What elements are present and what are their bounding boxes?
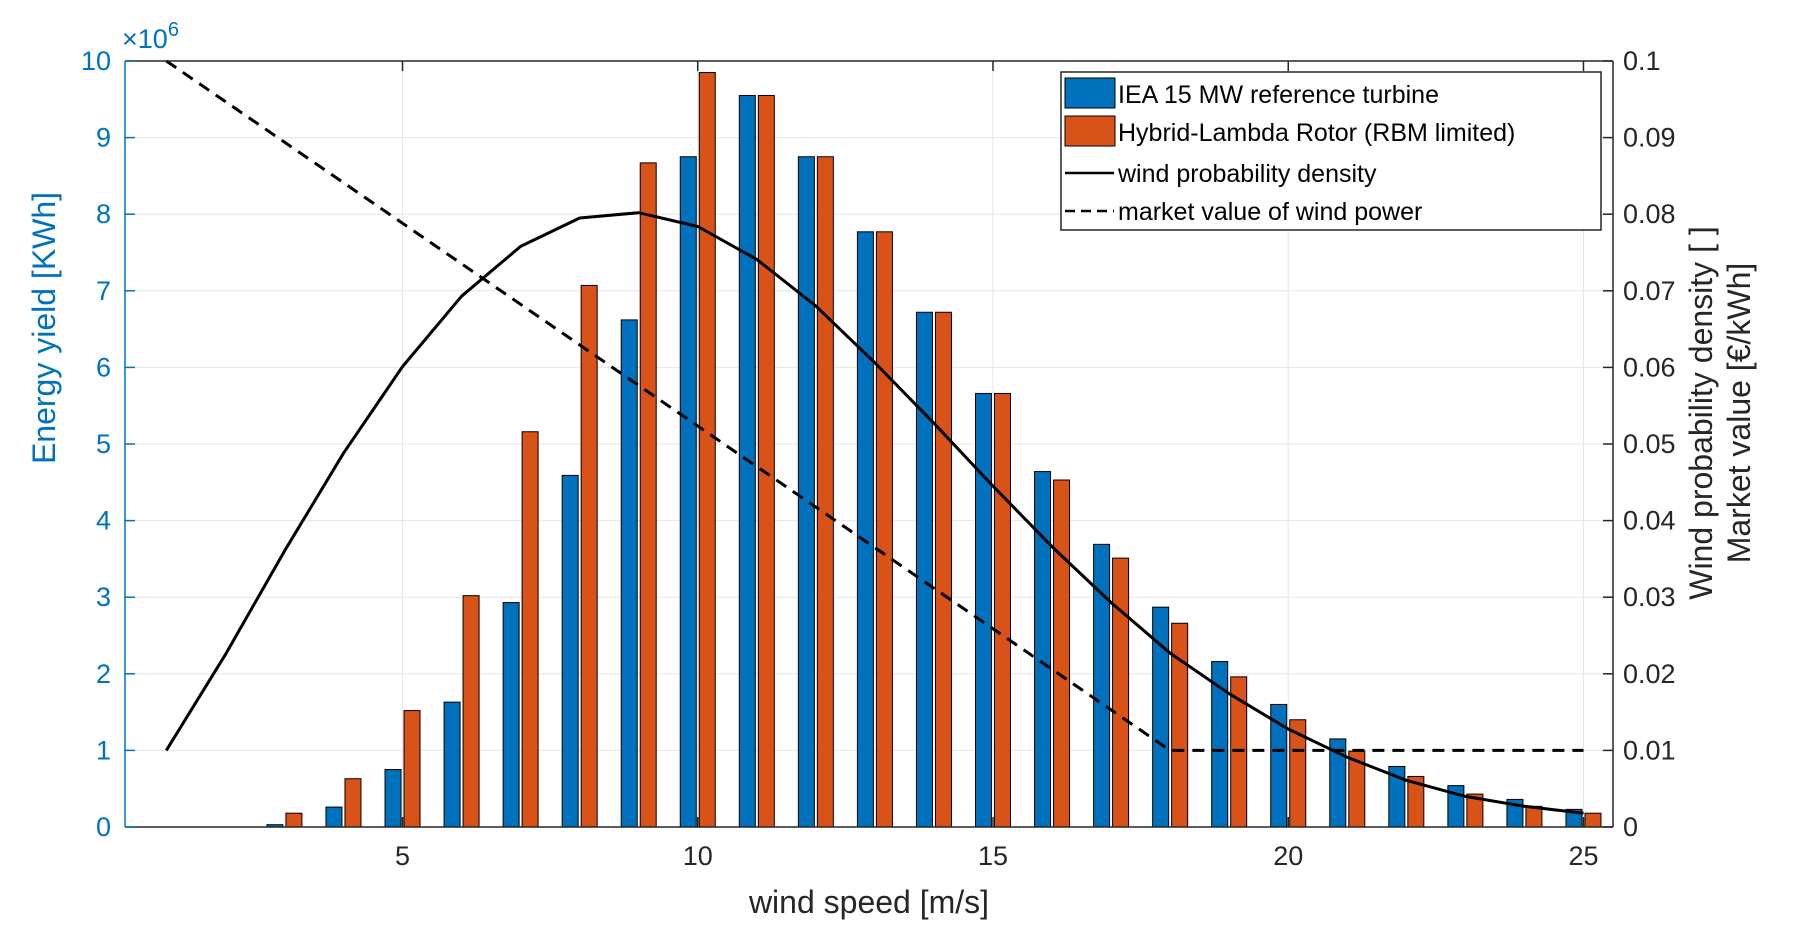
bar-hybrid <box>698 71 716 828</box>
y-tick-label-right: 0.02 <box>1623 659 1676 689</box>
y-tick-label-left: 2 <box>96 659 111 689</box>
y-tick-label-right: 0.04 <box>1623 506 1676 536</box>
y-tick-label-right: 0.09 <box>1623 123 1676 153</box>
bar-iea <box>443 701 461 828</box>
y-tick-label-right: 0 <box>1623 812 1638 842</box>
bars <box>266 71 1602 828</box>
y-exponent-base: 10 <box>138 24 168 54</box>
y-tick-label-left: 8 <box>96 199 111 229</box>
y-tick-label-right: 0.06 <box>1623 352 1676 382</box>
legend-label-market: market value of wind power <box>1118 198 1422 226</box>
bar-hybrid <box>875 231 893 828</box>
x-tick-label: 5 <box>395 841 410 871</box>
y-exponent-prefix: × <box>122 24 138 54</box>
bar-iea <box>915 311 933 828</box>
y-axis-title-right-2: Market value [€/kWh] <box>1721 263 1757 564</box>
bar-iea <box>325 806 343 828</box>
bar-hybrid <box>1584 812 1602 828</box>
x-tick-label: 25 <box>1568 841 1598 871</box>
y-tick-label-left: 10 <box>81 46 111 76</box>
y-tick-label-left: 6 <box>96 352 111 382</box>
y-exponent-label: ×106 <box>122 19 179 54</box>
y-tick-label-right: 0.08 <box>1623 199 1676 229</box>
y-tick-label-left: 1 <box>96 735 111 765</box>
y-tick-label-right: 0.01 <box>1623 735 1676 765</box>
legend-label-density: wind probability density <box>1117 160 1377 188</box>
y-exponent-power: 6 <box>168 19 179 41</box>
legend: IEA 15 MW reference turbine Hybrid-Lambd… <box>1060 71 1602 231</box>
bar-hybrid <box>994 392 1011 828</box>
ticks: 0 1 2 3 4 5 6 7 8 9 10 0 0.01 0.02 0.03 0.04 0.05 0.06 0.0… <box>81 46 1676 871</box>
bar-iea <box>620 319 638 828</box>
x-tick-label: 10 <box>683 841 713 871</box>
y-tick-label-right: 0.05 <box>1623 429 1676 459</box>
x-tick-label: 20 <box>1273 841 1303 871</box>
bar-hybrid <box>344 778 362 828</box>
bar-iea <box>561 474 579 828</box>
bar-hybrid <box>639 162 657 828</box>
y-tick-label-right: 0.1 <box>1623 46 1661 76</box>
y-tick-label-left: 4 <box>96 506 111 536</box>
legend-box <box>1060 71 1602 231</box>
y-axis-title-left: Energy yield [KWh] <box>26 192 62 464</box>
legend-swatch-iea <box>1064 77 1116 109</box>
bar-hybrid <box>462 595 480 828</box>
y-tick-label-left: 9 <box>96 123 111 153</box>
bar-iea <box>1034 471 1052 828</box>
bar-hybrid <box>1053 479 1071 828</box>
y-tick-label-left: 0 <box>96 812 111 842</box>
bar-hybrid <box>403 710 421 828</box>
legend-label-iea: IEA 15 MW reference turbine <box>1118 81 1439 109</box>
x-tick-label: 15 <box>978 841 1008 871</box>
legend-swatch-hybrid <box>1064 115 1116 147</box>
bar-hybrid <box>1112 557 1130 828</box>
market-value-line <box>165 59 1584 752</box>
bar-hybrid <box>934 311 952 828</box>
y-tick-label-left: 5 <box>96 429 111 459</box>
y-tick-label-left: 7 <box>96 276 111 306</box>
bar-iea <box>679 156 697 828</box>
bar-hybrid <box>757 94 775 828</box>
bar-iea <box>502 602 520 828</box>
lines <box>165 59 1584 815</box>
wind-probability-density-line <box>165 211 1584 815</box>
y-tick-label-left: 3 <box>96 582 111 612</box>
bar-hybrid <box>521 431 539 828</box>
y-axis-title-right-1: Wind probability density [ ] <box>1683 226 1719 600</box>
bar-iea <box>384 769 402 828</box>
y-tick-label-right: 0.07 <box>1623 276 1676 306</box>
bar-hybrid <box>580 284 598 828</box>
bar-hybrid <box>816 156 834 828</box>
bar-iea <box>975 392 992 828</box>
legend-label-hybrid: Hybrid-Lambda Rotor (RBM limited) <box>1118 119 1515 147</box>
y-tick-label-right: 0.03 <box>1623 582 1676 612</box>
bar-iea <box>856 231 874 828</box>
x-axis-title: wind speed [m/s] <box>748 884 989 920</box>
bar-hybrid <box>285 812 303 828</box>
bar-iea <box>797 156 815 828</box>
bar-hybrid <box>1171 622 1189 828</box>
